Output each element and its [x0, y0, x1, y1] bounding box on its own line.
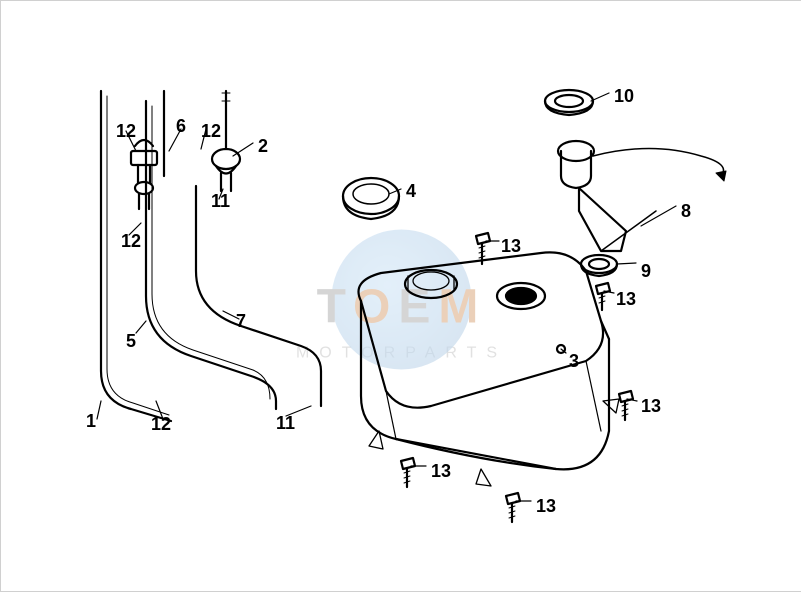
fuel-sender	[558, 141, 726, 251]
sender-gasket	[581, 255, 617, 276]
callout-6: 6	[176, 116, 186, 137]
callout-2: 2	[258, 136, 268, 157]
callout-4: 4	[406, 181, 416, 202]
hose-5	[146, 101, 276, 409]
callout-12: 12	[116, 121, 136, 142]
callout-13: 13	[616, 289, 636, 310]
fitting-left	[131, 140, 157, 209]
bolt	[401, 458, 415, 487]
callout-13: 13	[431, 461, 451, 482]
fuel-cap	[343, 178, 399, 219]
bolt	[619, 391, 633, 420]
callout-13: 13	[536, 496, 556, 517]
callout-1: 1	[86, 411, 96, 432]
callout-8: 8	[681, 201, 691, 222]
fuel-tank	[359, 252, 620, 486]
callout-11: 11	[276, 413, 295, 434]
callout-9: 9	[641, 261, 651, 282]
diagram-container: TOEM MOTORPARTS	[0, 0, 801, 592]
callout-7: 7	[236, 311, 246, 332]
bolt	[506, 493, 520, 522]
callout-12: 12	[201, 121, 221, 142]
callout-12: 12	[121, 231, 141, 252]
callout-13: 13	[641, 396, 661, 417]
callout-13: 13	[501, 236, 521, 257]
parts-diagram-svg	[1, 1, 801, 591]
bolt	[596, 283, 610, 310]
callout-12: 12	[151, 414, 171, 435]
callout-10: 10	[614, 86, 634, 107]
callout-3: 3	[569, 351, 579, 372]
sender-ring	[545, 90, 593, 115]
callout-5: 5	[126, 331, 136, 352]
callout-11: 11	[211, 191, 230, 212]
